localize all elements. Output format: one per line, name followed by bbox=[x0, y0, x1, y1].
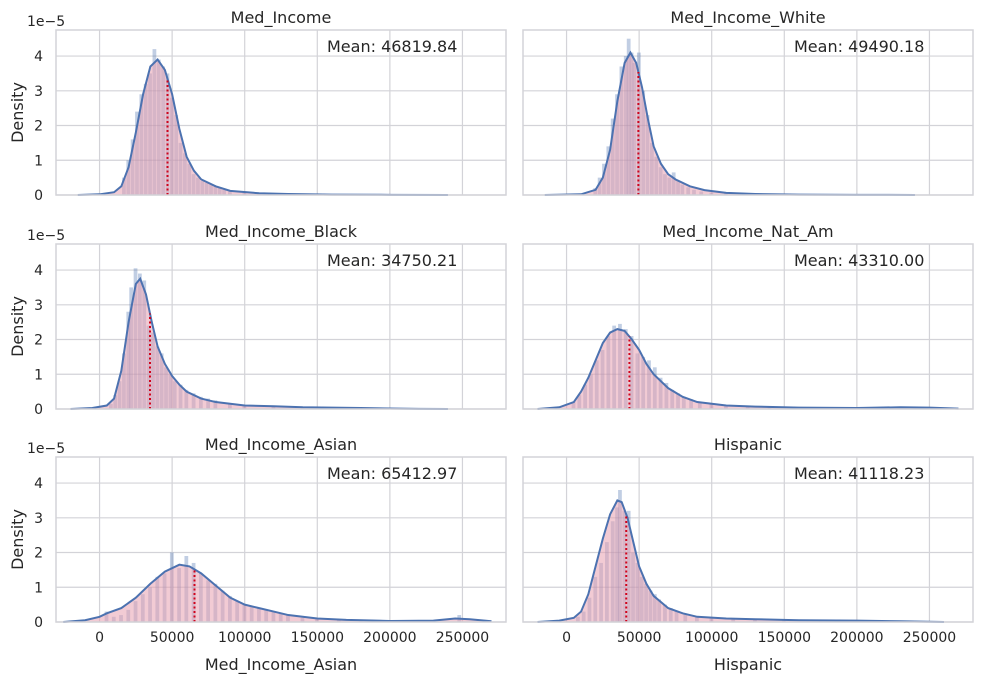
y-axis-label: Density bbox=[8, 509, 27, 570]
x-tick-label: 250000 bbox=[436, 630, 489, 646]
kde-line bbox=[63, 563, 492, 623]
y-tick-label: 0 bbox=[34, 188, 43, 204]
x-tick-label: 200000 bbox=[363, 630, 416, 646]
plot-frame bbox=[522, 29, 974, 196]
y-scale-label: 1e−5 bbox=[27, 441, 65, 457]
mean-annotation: Mean: 43310.00 bbox=[794, 251, 924, 270]
y-tick-label: 2 bbox=[34, 119, 43, 135]
kde-line bbox=[537, 499, 944, 623]
plot-frame bbox=[55, 456, 507, 623]
plot-frame bbox=[522, 456, 974, 623]
y-axis-label: Density bbox=[8, 82, 27, 143]
kde-line bbox=[70, 276, 448, 410]
kde-line bbox=[544, 50, 915, 196]
y-tick-label: 3 bbox=[34, 84, 43, 100]
plot-area bbox=[56, 457, 506, 622]
panel-title: Med_Income bbox=[231, 8, 332, 28]
y-tick-label: 1 bbox=[34, 367, 43, 383]
y-tick-label: 2 bbox=[34, 333, 43, 349]
panel-title: Med_Income_White bbox=[670, 8, 825, 28]
y-scale-label: 1e−5 bbox=[27, 228, 65, 244]
mean-annotation: Mean: 65412.97 bbox=[327, 464, 457, 483]
kde-line bbox=[77, 57, 448, 196]
x-tick-label: 150000 bbox=[758, 630, 811, 646]
x-tick-label: 50000 bbox=[150, 630, 195, 646]
y-tick-label: 4 bbox=[34, 49, 43, 65]
density-fill bbox=[77, 59, 448, 195]
panel-title: Med_Income_Nat_Am bbox=[662, 222, 833, 242]
plot-frame bbox=[55, 29, 507, 196]
x-axis-label: Hispanic bbox=[714, 655, 782, 674]
y-tick-label: 0 bbox=[34, 615, 43, 631]
y-tick-label: 4 bbox=[34, 263, 43, 279]
panel-title: Med_Income_Black bbox=[205, 222, 358, 242]
density-fill bbox=[70, 278, 448, 409]
mean-annotation: Mean: 46819.84 bbox=[327, 37, 457, 56]
mean-annotation: Mean: 41118.23 bbox=[794, 464, 924, 483]
density-fill bbox=[537, 329, 959, 409]
y-tick-label: 4 bbox=[34, 476, 43, 492]
y-tick-label: 0 bbox=[34, 402, 43, 418]
density-fill bbox=[63, 564, 492, 622]
x-tick-label: 100000 bbox=[218, 630, 271, 646]
panel-title: Hispanic bbox=[714, 435, 782, 454]
plot-frame bbox=[55, 243, 507, 410]
x-axis-label: Med_Income_Asian bbox=[205, 655, 357, 675]
y-tick-label: 3 bbox=[34, 298, 43, 314]
x-tick-label: 250000 bbox=[903, 630, 956, 646]
y-tick-label: 2 bbox=[34, 546, 43, 562]
x-tick-label: 150000 bbox=[291, 630, 344, 646]
x-tick-label: 0 bbox=[95, 630, 104, 646]
density-fill bbox=[544, 52, 915, 195]
y-axis-label: Density bbox=[8, 296, 27, 357]
x-tick-label: 200000 bbox=[830, 630, 883, 646]
plot-area bbox=[523, 30, 973, 195]
kde-line bbox=[537, 328, 959, 410]
y-tick-label: 1 bbox=[34, 153, 43, 169]
mean-annotation: Mean: 49490.18 bbox=[794, 37, 924, 56]
x-tick-label: 50000 bbox=[617, 630, 662, 646]
density-fill bbox=[537, 500, 944, 622]
plot-frame bbox=[522, 243, 974, 410]
y-scale-label: 1e−5 bbox=[27, 14, 65, 30]
y-tick-label: 3 bbox=[34, 511, 43, 527]
mean-annotation: Mean: 34750.21 bbox=[327, 251, 457, 270]
panel-title: Med_Income_Asian bbox=[205, 435, 357, 455]
x-tick-label: 0 bbox=[562, 630, 571, 646]
x-tick-label: 100000 bbox=[685, 630, 738, 646]
y-tick-label: 1 bbox=[34, 580, 43, 596]
